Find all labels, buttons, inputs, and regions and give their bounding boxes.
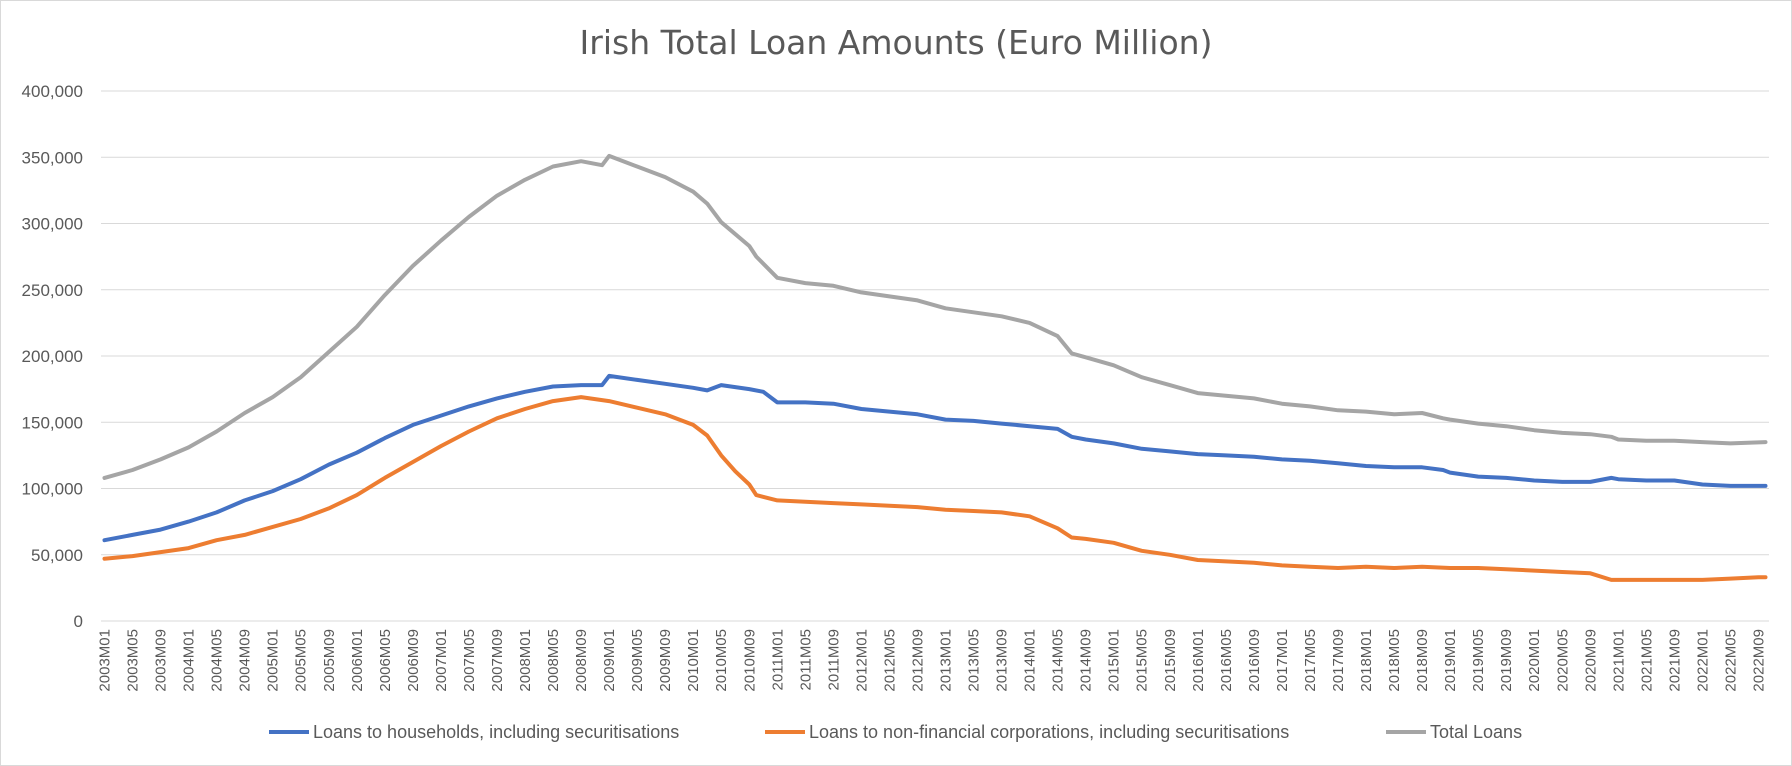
y-tick-label: 350,000 [22, 148, 83, 167]
x-tick-label: 2009M01 [601, 629, 618, 692]
y-tick-label: 400,000 [22, 82, 83, 101]
x-tick-label: 2014M05 [1050, 629, 1067, 692]
x-tick-label: 2017M01 [1274, 629, 1291, 692]
y-tick-label: 100,000 [22, 480, 83, 499]
x-tick-label: 2006M05 [377, 629, 394, 692]
x-tick-label: 2020M05 [1554, 629, 1571, 692]
x-tick-label: 2004M05 [209, 629, 226, 692]
gridlines [101, 90, 1769, 622]
x-tick-label: 2019M09 [1498, 629, 1515, 692]
series-lines [102, 153, 1768, 582]
series-line-2 [102, 395, 1768, 582]
x-tick-label: 2008M01 [517, 629, 534, 692]
y-tick-label: 0 [74, 612, 83, 631]
chart-title: Irish Total Loan Amounts (Euro Million) [580, 23, 1213, 62]
x-tick-label: 2012M09 [909, 629, 926, 692]
x-tick-label: 2003M01 [97, 629, 114, 692]
series-line-3 [102, 153, 1768, 480]
x-tick-label: 2006M01 [349, 629, 366, 692]
legend: Loans to households, including securitis… [269, 722, 1522, 742]
series-line-1 [102, 373, 1768, 543]
x-tick-label: 2020M09 [1582, 629, 1599, 692]
x-tick-label: 2018M09 [1414, 629, 1431, 692]
x-tick-label: 2009M09 [657, 629, 674, 692]
x-tick-label: 2021M05 [1638, 629, 1655, 692]
x-tick-label: 2007M05 [461, 629, 478, 692]
x-axis-tick-labels: 2003M01 2003M05 2003M09 2004M01 2004M05 2004M… [97, 629, 1768, 692]
legend-label: Total Loans [1430, 722, 1522, 742]
x-tick-label: 2011M09 [825, 629, 842, 690]
x-tick-label: 2005M01 [265, 629, 282, 692]
x-tick-label: 2005M05 [293, 629, 310, 692]
x-tick-label: 2007M09 [489, 629, 506, 692]
x-tick-label: 2010M01 [685, 629, 702, 692]
x-tick-label: 2003M05 [125, 629, 142, 692]
x-tick-label: 2021M01 [1610, 629, 1627, 692]
x-tick-label: 2011M01 [769, 629, 786, 690]
x-tick-label: 2014M09 [1078, 629, 1095, 692]
x-tick-label: 2018M05 [1386, 629, 1403, 692]
x-tick-label: 2014M01 [1022, 629, 1039, 692]
x-tick-label: 2013M09 [994, 629, 1011, 692]
x-tick-label: 2015M01 [1106, 629, 1123, 692]
x-tick-label: 2010M09 [741, 629, 758, 692]
x-tick-label: 2003M09 [153, 629, 170, 692]
x-tick-label: 2012M01 [853, 629, 870, 692]
y-axis-tick-labels: 0 50,000 100,000 150,000 200,000 250,000 300,0… [22, 82, 83, 631]
x-tick-label: 2019M01 [1442, 629, 1459, 692]
legend-label: Loans to households, including securitis… [313, 722, 679, 742]
y-tick-label: 150,000 [22, 413, 83, 432]
x-tick-label: 2009M05 [629, 629, 646, 692]
x-tick-label: 2013M05 [966, 629, 983, 692]
x-tick-label: 2022M05 [1722, 629, 1739, 692]
x-tick-label: 2022M09 [1750, 629, 1767, 692]
legend-label: Loans to non-financial corporations, inc… [809, 722, 1289, 742]
x-tick-label: 2012M05 [881, 629, 898, 692]
x-tick-label: 2015M05 [1134, 629, 1151, 692]
x-tick-label: 2017M09 [1330, 629, 1347, 692]
x-tick-label: 2013M01 [938, 629, 955, 692]
x-tick-label: 2010M05 [713, 629, 730, 692]
x-tick-label: 2004M09 [237, 629, 254, 692]
x-tick-label: 2008M05 [545, 629, 562, 692]
y-tick-label: 250,000 [22, 281, 83, 300]
x-tick-label: 2008M09 [573, 629, 590, 692]
x-tick-label: 2017M05 [1302, 629, 1319, 692]
x-tick-label: 2016M09 [1246, 629, 1263, 692]
x-tick-label: 2018M01 [1358, 629, 1375, 692]
x-tick-label: 2020M01 [1526, 629, 1543, 692]
y-tick-label: 200,000 [22, 347, 83, 366]
x-tick-label: 2005M09 [321, 629, 338, 692]
x-tick-label: 2007M01 [433, 629, 450, 692]
x-tick-label: 2006M09 [405, 629, 422, 692]
x-tick-label: 2004M01 [181, 629, 198, 692]
x-tick-label: 2019M05 [1470, 629, 1487, 692]
x-tick-label: 2021M09 [1666, 629, 1683, 692]
y-tick-label: 300,000 [22, 215, 83, 234]
x-tick-label: 2015M09 [1162, 629, 1179, 692]
x-tick-label: 2011M05 [797, 629, 814, 690]
x-tick-label: 2016M01 [1190, 629, 1207, 692]
x-tick-label: 2022M01 [1694, 629, 1711, 692]
x-tick-label: 2016M05 [1218, 629, 1235, 692]
y-tick-label: 50,000 [31, 546, 83, 565]
